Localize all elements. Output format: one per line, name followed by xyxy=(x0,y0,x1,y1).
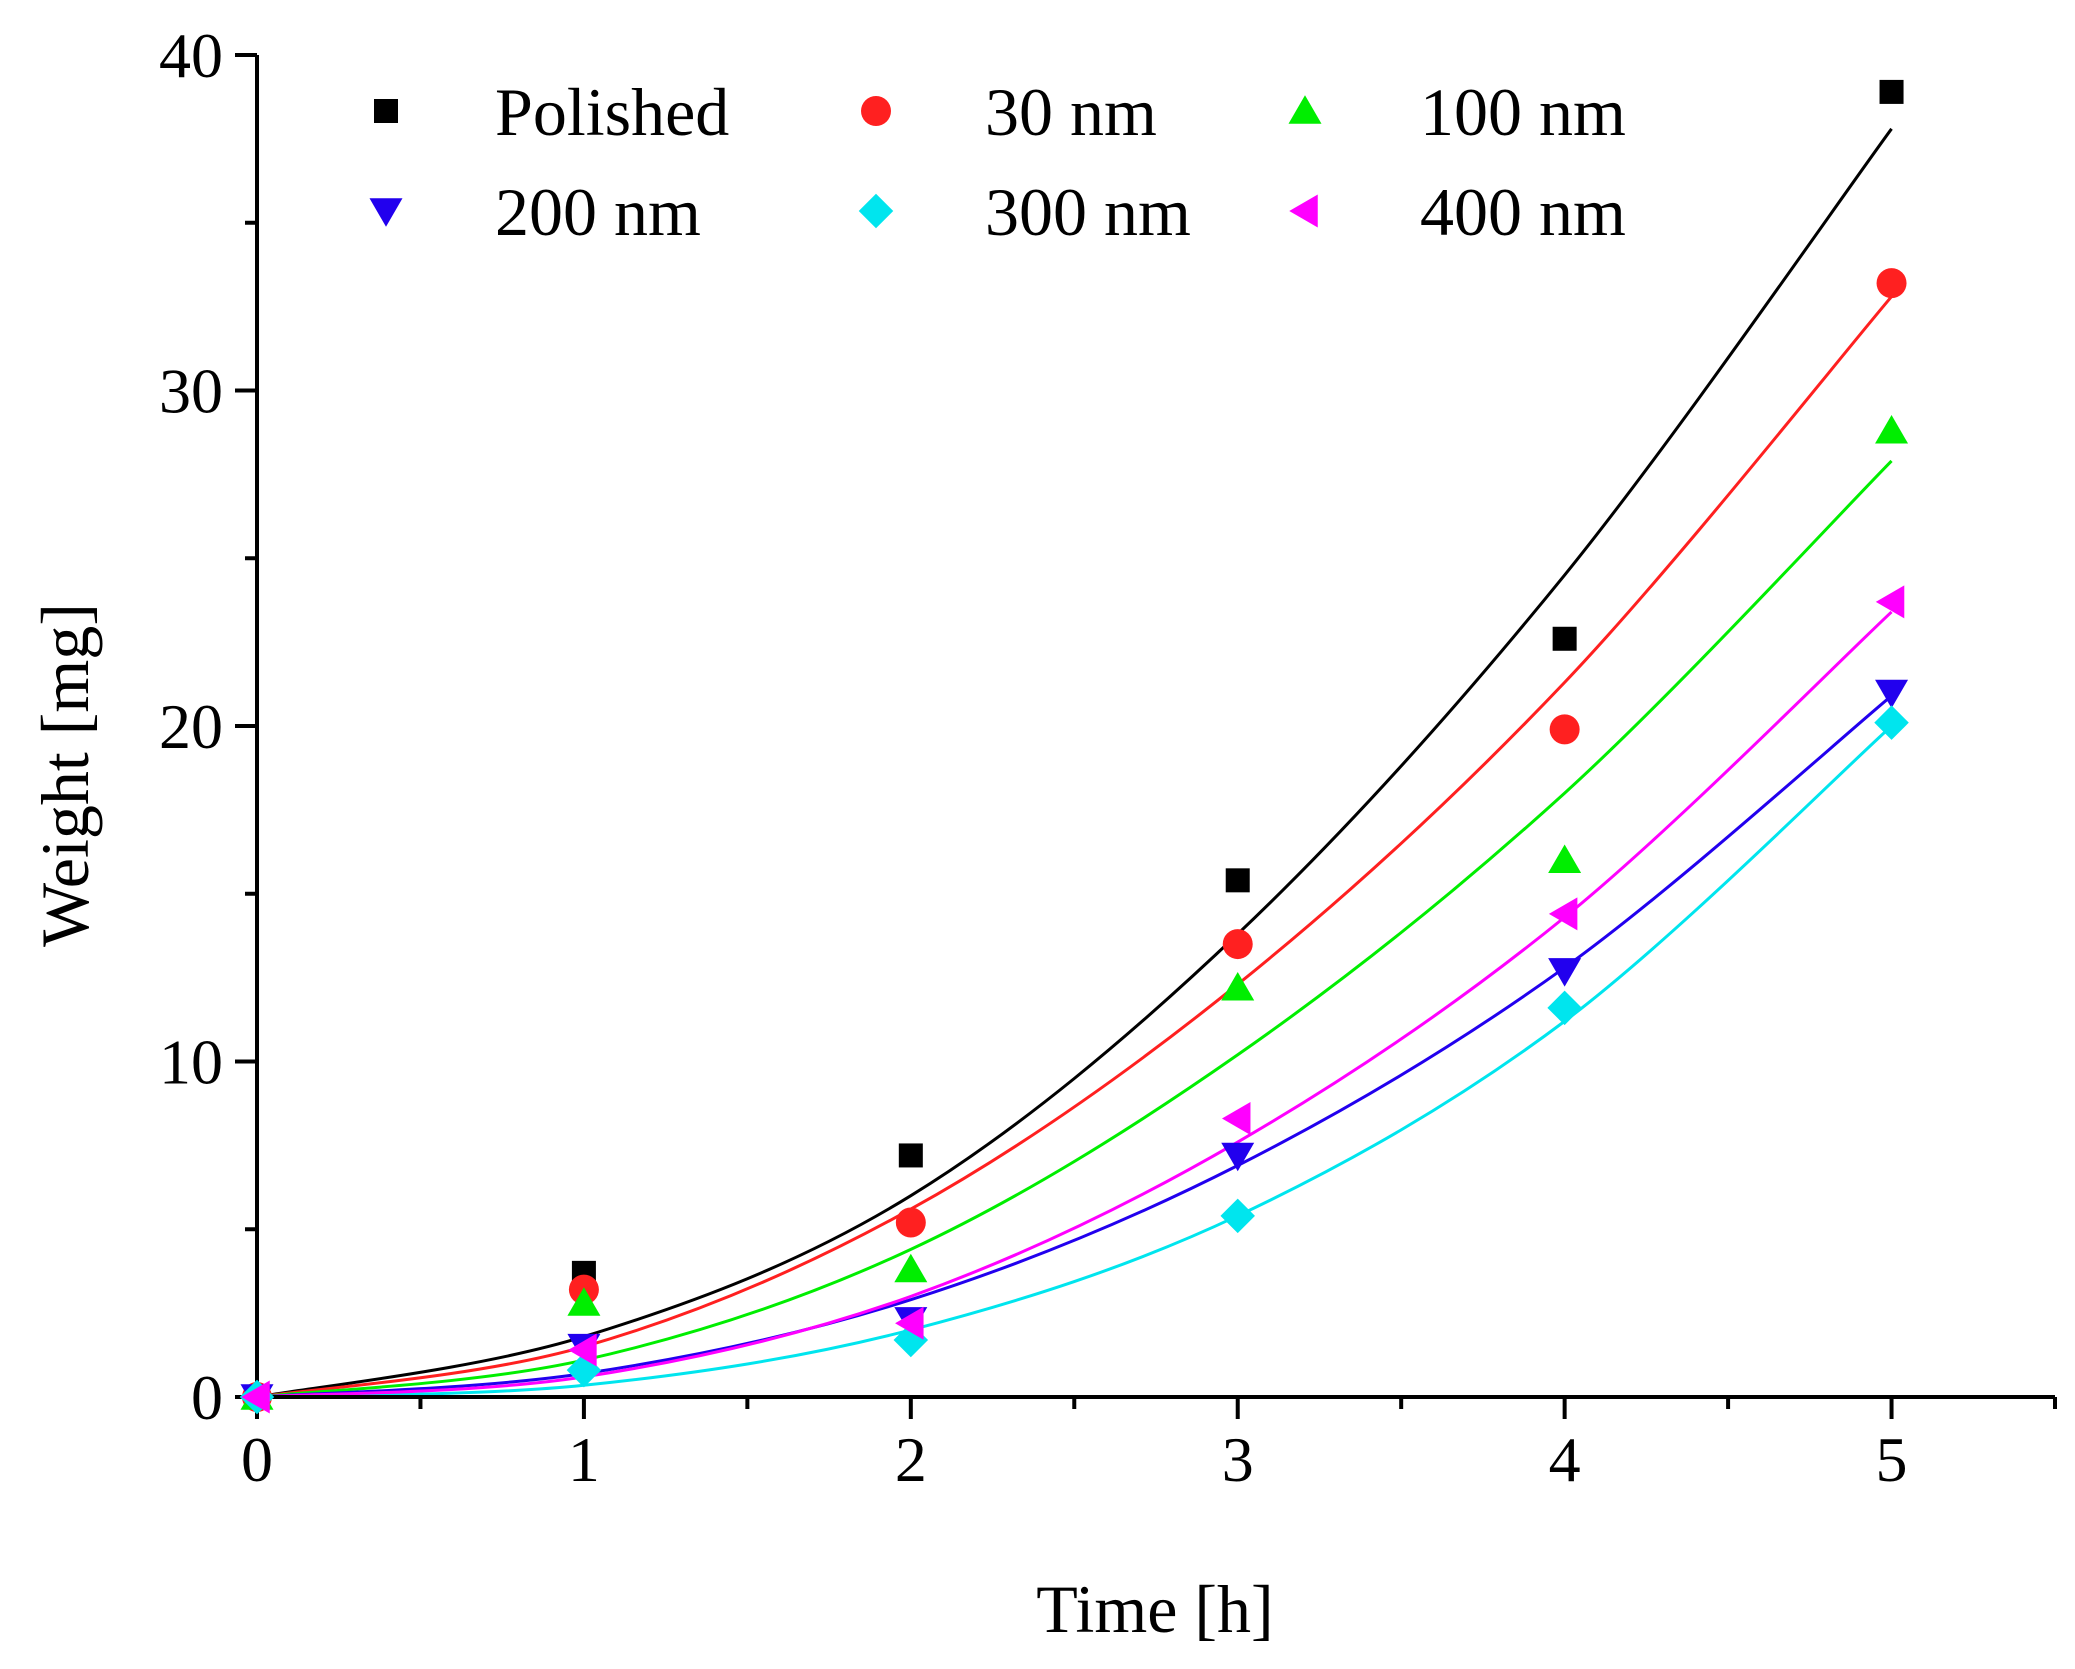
data-point xyxy=(894,1253,928,1283)
data-point xyxy=(1547,990,1582,1026)
series-100-nm xyxy=(240,415,1909,1410)
x-tick-label: 5 xyxy=(1876,1424,1908,1495)
y-axis-label: Weight [mg] xyxy=(27,603,103,947)
data-point xyxy=(1222,929,1253,960)
x-tick-label: 4 xyxy=(1549,1424,1581,1495)
fit-curve-30-nm xyxy=(256,295,1893,1399)
data-point xyxy=(241,1380,270,1414)
data-point xyxy=(1552,626,1577,651)
legend-label: Polished xyxy=(495,74,729,150)
x-tick-label: 2 xyxy=(895,1424,927,1495)
fit-curves xyxy=(256,127,1893,1399)
series-polished xyxy=(245,79,1904,1409)
legend-label: 400 nm xyxy=(1420,174,1626,250)
fit-curve-300-nm xyxy=(256,724,1893,1399)
y-tick-label: 10 xyxy=(159,1027,223,1098)
data-point xyxy=(1874,705,1909,740)
legend-label: 30 nm xyxy=(985,74,1157,150)
x-axis-label: Time [h] xyxy=(1036,1571,1273,1647)
legend-label: 100 nm xyxy=(1420,74,1626,150)
x-tick-label: 0 xyxy=(241,1424,273,1495)
data-point xyxy=(1875,585,1905,619)
legend-item: 200 nm xyxy=(369,174,701,250)
legend-marker xyxy=(1289,194,1318,228)
fit-curve-polished xyxy=(256,127,1893,1399)
data-point xyxy=(898,1143,923,1168)
data-point xyxy=(1548,958,1582,987)
data-point xyxy=(1221,1142,1255,1172)
y-tick-label: 40 xyxy=(159,20,223,91)
x-tick-label: 1 xyxy=(568,1424,600,1495)
data-point xyxy=(1225,868,1250,893)
data-point xyxy=(1221,971,1255,1001)
legend-marker xyxy=(861,96,891,126)
data-point xyxy=(1875,415,1909,444)
legend-marker xyxy=(369,198,403,227)
legend-item: 30 nm xyxy=(861,74,1157,150)
fit-curve-100-nm xyxy=(256,459,1893,1399)
legend-item: 300 nm xyxy=(858,174,1191,250)
legend-marker xyxy=(374,99,398,123)
x-tick-label: 3 xyxy=(1222,1424,1254,1495)
data-point xyxy=(1548,844,1582,873)
data-point xyxy=(1549,714,1580,745)
data-point xyxy=(1548,897,1578,931)
legend-item: Polished xyxy=(374,74,729,150)
legend-item: 400 nm xyxy=(1289,174,1626,250)
y-tick-label: 20 xyxy=(159,691,223,762)
legend-item: 100 nm xyxy=(1288,74,1626,150)
legend-label: 300 nm xyxy=(985,174,1191,250)
legend-marker xyxy=(1288,95,1322,124)
fit-curve-400-nm xyxy=(256,610,1893,1399)
series-200-nm xyxy=(240,679,1909,1413)
series-300-nm xyxy=(239,705,1909,1415)
data-point xyxy=(1876,268,1907,299)
data-point xyxy=(1875,679,1909,709)
data-markers xyxy=(239,79,1909,1415)
fit-curve-200-nm xyxy=(256,694,1893,1399)
y-tick-label: 30 xyxy=(159,356,223,427)
data-point xyxy=(568,1333,597,1367)
data-point xyxy=(1879,79,1904,104)
data-point xyxy=(1220,1198,1255,1234)
legend-marker xyxy=(858,193,894,229)
legend-label: 200 nm xyxy=(495,174,701,250)
series-400-nm xyxy=(241,585,1905,1414)
data-point xyxy=(567,1287,601,1316)
data-point xyxy=(895,1207,926,1238)
data-point xyxy=(895,1306,924,1340)
legend: Polished 30 nm 100 nm 200 nm 300 nm 400 nm xyxy=(369,74,1626,250)
axes: 0 1 2 3 4 5 0 10 20 30 40 xyxy=(159,20,2057,1495)
y-tick-label: 0 xyxy=(191,1362,223,1433)
data-point xyxy=(1221,1102,1251,1136)
